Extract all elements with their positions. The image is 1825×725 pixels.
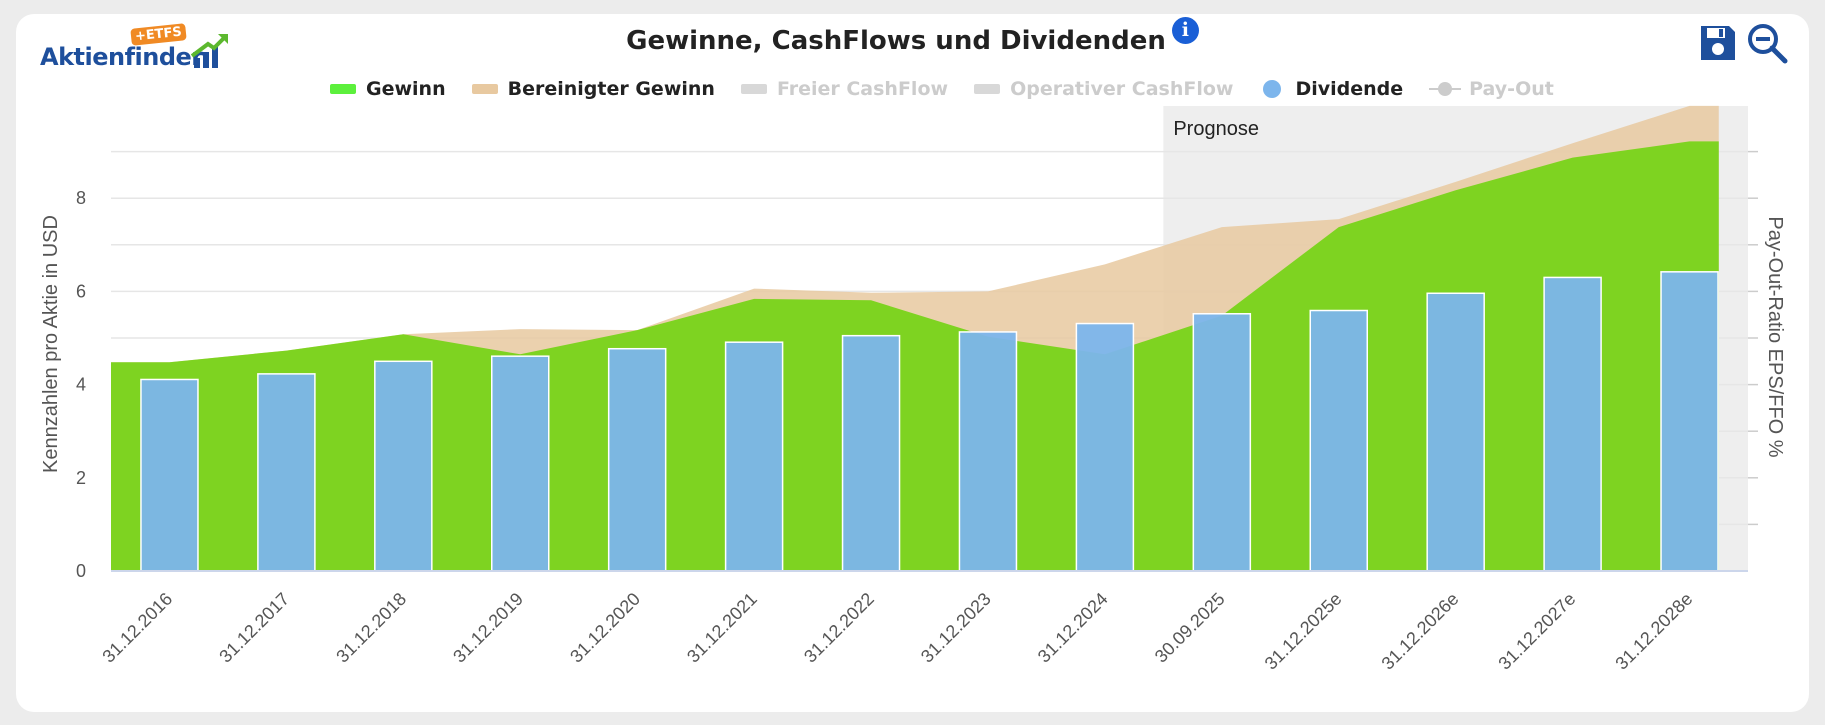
legend-marker xyxy=(974,84,1001,94)
y-tick-label: 2 xyxy=(76,468,86,488)
legend-label: Freier CashFlow xyxy=(776,78,949,100)
y-tick-label: 0 xyxy=(76,561,86,581)
x-tick-label: 31.12.2016 xyxy=(98,589,176,667)
x-tick-label: 31.12.2022 xyxy=(800,589,878,667)
dividend-bar[interactable] xyxy=(607,347,667,572)
dividend-bar[interactable] xyxy=(1309,309,1368,572)
legend-item-bereinigter-gewinn[interactable]: Bereinigter Gewinn xyxy=(471,78,715,100)
logo-growth-icon xyxy=(190,34,228,68)
y-axis-title: Kennzahlen pro Aktie in USD xyxy=(40,215,62,473)
legend-item-dividende[interactable]: Dividende xyxy=(1259,78,1403,100)
x-tick-label: 31.12.2026e xyxy=(1378,589,1463,674)
dividend-bar[interactable] xyxy=(958,331,1018,572)
aktienfinder-logo[interactable]: Aktienfinder +ETFS xyxy=(40,23,230,76)
chart-legend: Gewinn Bereinigter Gewinn Freier CashFlow O… xyxy=(330,74,1580,104)
chart-title-row: Gewinne, CashFlows und Dividenden i xyxy=(0,17,1825,56)
legend-label: Dividende xyxy=(1295,78,1404,100)
x-tick-label: 31.12.2021 xyxy=(683,589,761,667)
legend-item-pay-out[interactable]: Pay-Out xyxy=(1429,78,1554,100)
legend-item-freier-cashflow[interactable]: Freier CashFlow xyxy=(740,78,949,100)
x-tick-label: 31.12.2020 xyxy=(566,589,644,667)
dividend-bar[interactable] xyxy=(257,373,316,572)
legend-marker xyxy=(1429,82,1462,96)
x-tick-label: 31.12.2025e xyxy=(1261,589,1346,674)
dividend-bar[interactable] xyxy=(491,355,550,572)
legend-marker xyxy=(471,84,498,94)
dividend-bar[interactable] xyxy=(1543,276,1602,572)
forecast-label: Prognose xyxy=(1173,118,1259,140)
zoom-out-icon[interactable] xyxy=(1746,22,1788,64)
dividend-bar[interactable] xyxy=(1426,292,1485,572)
legend-item-gewinn[interactable]: Gewinn xyxy=(330,78,446,100)
legend-marker xyxy=(330,84,356,94)
x-tick-label: 31.12.2024 xyxy=(1034,589,1112,667)
logo-text: Aktienfinder xyxy=(40,43,203,71)
legend-marker xyxy=(1263,80,1282,98)
save-icon[interactable] xyxy=(1697,22,1739,64)
y-tick-label: 4 xyxy=(76,375,86,395)
legend-label: Bereinigter Gewinn xyxy=(507,78,715,100)
y2-axis-title: Pay-Out-Ratio EPS/FFO % xyxy=(1764,216,1786,457)
legend-item-operativer-cashflow[interactable]: Operativer CashFlow xyxy=(974,78,1233,100)
dividend-bar[interactable] xyxy=(1075,322,1135,572)
x-tick-label: 30.09.2025 xyxy=(1151,589,1229,667)
y-tick-label: 8 xyxy=(76,188,86,208)
x-tick-label: 31.12.2019 xyxy=(449,589,527,667)
dividend-bar[interactable] xyxy=(1192,313,1252,572)
x-tick-label: 31.12.2027e xyxy=(1495,589,1580,674)
dividend-bar[interactable] xyxy=(724,341,784,572)
info-icon[interactable]: i xyxy=(1171,17,1199,44)
legend-label: Pay-Out xyxy=(1469,78,1554,100)
legend-marker xyxy=(740,84,767,94)
chart-title: Gewinne, CashFlows und Dividenden xyxy=(626,26,1166,56)
x-tick-label: 31.12.2017 xyxy=(215,589,293,667)
dividend-bar[interactable] xyxy=(1660,271,1719,572)
dividend-bar[interactable] xyxy=(140,378,199,572)
x-tick-label: 31.12.2023 xyxy=(917,589,995,667)
x-tick-label: 31.12.2018 xyxy=(332,589,410,667)
y-tick-label: 6 xyxy=(76,281,86,301)
legend-label: Gewinn xyxy=(366,78,446,100)
dividend-bar[interactable] xyxy=(374,360,433,572)
dividend-bar[interactable] xyxy=(841,334,901,572)
legend-label: Operativer CashFlow xyxy=(1010,78,1234,100)
x-tick-label: 31.12.2028e xyxy=(1611,589,1696,674)
